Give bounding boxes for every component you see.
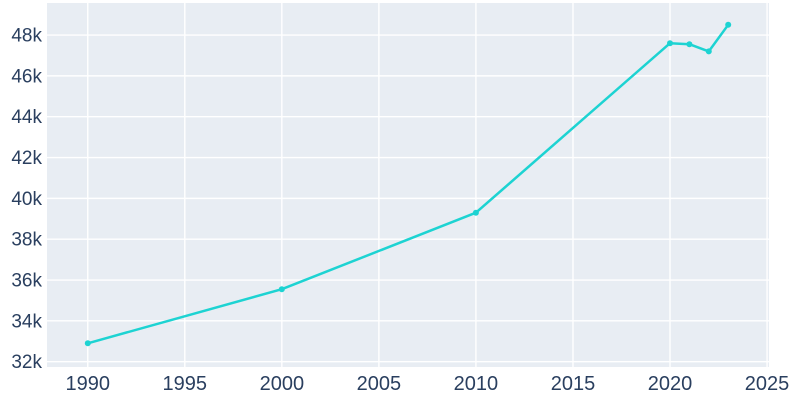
y-tick-label: 38k	[11, 230, 42, 251]
x-tick-label: 2015	[551, 373, 596, 395]
plot-area-background	[47, 3, 769, 367]
y-tick-label: 42k	[11, 148, 42, 169]
population-data-point[interactable]	[686, 41, 693, 48]
y-tick-label: 32k	[11, 352, 42, 373]
x-tick-label: 2005	[357, 373, 402, 395]
y-tick-label: 46k	[11, 66, 42, 87]
population-data-point[interactable]	[705, 48, 712, 55]
x-tick-label: 2020	[648, 373, 693, 395]
x-tick-label: 2000	[260, 373, 305, 395]
x-tick-label: 1995	[163, 373, 208, 395]
population-data-point[interactable]	[84, 340, 91, 347]
x-tick-label: 2025	[745, 373, 790, 395]
population-data-point[interactable]	[278, 286, 285, 293]
y-tick-label: 34k	[11, 311, 42, 332]
x-tick-label: 2010	[454, 373, 499, 395]
y-tick-label: 40k	[11, 189, 42, 210]
x-tick-label: 1990	[66, 373, 111, 395]
population-data-point[interactable]	[472, 209, 479, 216]
y-tick-label: 48k	[11, 26, 42, 47]
y-tick-label: 36k	[11, 271, 42, 292]
population-data-point[interactable]	[667, 40, 673, 47]
y-tick-label: 44k	[11, 107, 42, 128]
population-data-point[interactable]	[725, 21, 732, 28]
